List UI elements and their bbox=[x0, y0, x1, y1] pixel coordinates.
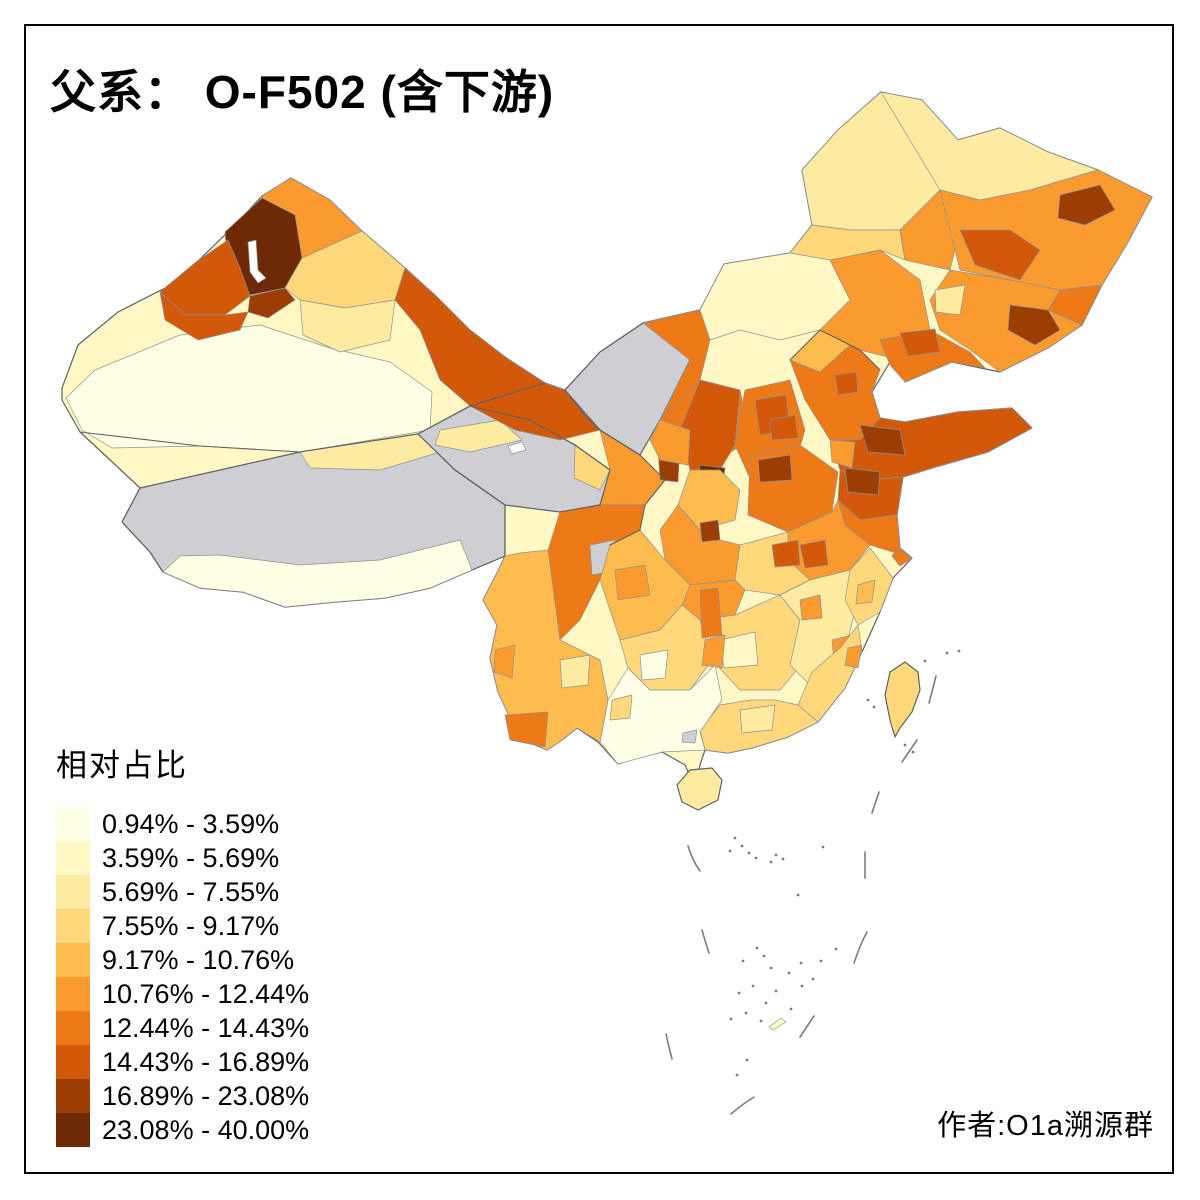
map-region-yunnan-west bbox=[493, 644, 516, 679]
map-region-nine-dash-7 bbox=[665, 1033, 673, 1060]
legend-swatch-class-2 bbox=[56, 841, 90, 875]
map-region-quanzhou-orange bbox=[844, 644, 863, 669]
map-region-shandong-dark bbox=[859, 424, 906, 456]
map-region-nine-dash-9 bbox=[928, 675, 937, 704]
legend: 相对占比 0.94% - 3.59% 3.59% - 5.69% 5.69% - 7… bbox=[56, 740, 309, 1147]
map-region-zhejiang-orange bbox=[855, 579, 876, 605]
map-region-yanbian-dark bbox=[1007, 304, 1061, 346]
legend-swatch-class-1 bbox=[56, 807, 90, 841]
map-region-hubei-dark bbox=[771, 539, 801, 568]
map-region-hanzhong-dark bbox=[699, 519, 721, 543]
map-region-nine-dash-5 bbox=[853, 931, 868, 964]
map-region-shanghai bbox=[891, 547, 913, 567]
legend-item: 12.44% - 14.43% bbox=[56, 1011, 309, 1045]
legend-title: 相对占比 bbox=[56, 748, 188, 783]
legend-swatch-class-9 bbox=[56, 1079, 90, 1113]
legend-item: 9.17% - 10.76% bbox=[56, 943, 309, 977]
map-region-xiangxi-orange bbox=[699, 587, 723, 639]
map-region-henan-dark bbox=[757, 454, 793, 483]
map-region-south-shanxi-dark bbox=[769, 414, 799, 441]
map-region-south-sea-islet-sliver bbox=[768, 1017, 787, 1031]
legend-swatch-class-6 bbox=[56, 977, 90, 1011]
legend-label: 5.69% - 7.55% bbox=[102, 877, 280, 907]
map-region-qaidam-pale bbox=[434, 419, 523, 453]
legend-label: 10.76% - 12.44% bbox=[102, 979, 310, 1009]
legend-item: 0.94% - 3.59% bbox=[56, 807, 309, 841]
map-region-nine-dash-2 bbox=[687, 845, 701, 872]
legend-label: 16.89% - 23.08% bbox=[102, 1081, 310, 1111]
legend-item: 10.76% - 12.44% bbox=[56, 977, 309, 1011]
map-region-jilin-west-pale bbox=[934, 284, 966, 316]
legend-swatch-class-5 bbox=[56, 943, 90, 977]
legend-label: 0.94% - 3.59% bbox=[102, 809, 280, 839]
map-region-shandong-west bbox=[829, 439, 856, 469]
map-region-south-sea-islets bbox=[728, 649, 961, 1077]
attribution: 作者:O1a溯源群 bbox=[937, 1110, 1154, 1142]
legend-item: 5.69% - 7.55% bbox=[56, 875, 309, 909]
legend-label: 14.43% - 16.89% bbox=[102, 1047, 310, 1077]
legend-item: 14.43% - 16.89% bbox=[56, 1045, 309, 1079]
map-region-province-border-accent-4 bbox=[564, 389, 666, 546]
legend-item: 3.59% - 5.69% bbox=[56, 841, 309, 875]
map-title: 父系： O-F502 (含下游) bbox=[50, 66, 555, 118]
legend-rows: 0.94% - 3.59% 3.59% - 5.69% 5.69% - 7.55% 7… bbox=[56, 807, 309, 1147]
legend-swatch-class-3 bbox=[56, 875, 90, 909]
map-region-ningxia bbox=[649, 419, 691, 466]
map-region-jiangxi-orange-1 bbox=[799, 594, 823, 621]
map-region-province-border-accent-3 bbox=[469, 405, 611, 513]
map-region-nine-dash-10 bbox=[901, 739, 918, 763]
map-region-beijing bbox=[834, 371, 859, 396]
map-region-nine-dash-8 bbox=[730, 1096, 755, 1115]
map-region-guizhou-pale bbox=[639, 649, 669, 681]
map-region-qinghai-lake bbox=[507, 441, 527, 455]
legend-swatch-class-8 bbox=[56, 1045, 90, 1079]
map-region-nine-dash-4 bbox=[701, 929, 710, 954]
map-region-turpan bbox=[299, 299, 396, 353]
legend-swatch-class-10 bbox=[56, 1113, 90, 1147]
legend-item: 7.55% - 9.17% bbox=[56, 909, 309, 943]
map-region-liaoning-north-dark bbox=[899, 328, 941, 357]
map-region-province-border-accent-5 bbox=[789, 329, 881, 371]
map-region-jilin bbox=[929, 269, 1083, 373]
legend-label: 12.44% - 14.43% bbox=[102, 1013, 310, 1043]
map-region-sayram-lake bbox=[247, 239, 267, 284]
map-region-jiangsu-dark bbox=[844, 467, 881, 496]
map-region-chengdu bbox=[614, 564, 651, 601]
map-region-yunnan-pale-patch bbox=[559, 654, 591, 689]
map-region-hulunbuir-south bbox=[789, 224, 906, 261]
map-region-jiamusi-dark bbox=[1057, 184, 1116, 226]
map-region-nine-dash-6 bbox=[799, 1015, 815, 1038]
legend-item: 23.08% - 40.00% bbox=[56, 1113, 309, 1147]
legend-label: 3.59% - 5.69% bbox=[102, 843, 280, 873]
map-region-tibet-south-strip bbox=[162, 539, 473, 608]
map-region-yunnan-south bbox=[504, 711, 549, 748]
map-region-ili-west bbox=[159, 291, 249, 341]
map-region-bole-small bbox=[247, 287, 296, 319]
legend-label: 23.08% - 40.00% bbox=[102, 1115, 310, 1145]
legend-swatch-class-4 bbox=[56, 909, 90, 943]
map-region-anhui-dark bbox=[799, 539, 829, 569]
map-region-harbin-suihua bbox=[959, 229, 1041, 281]
map-region-province-border-accent-2 bbox=[417, 433, 506, 557]
legend-label: 7.55% - 9.17% bbox=[102, 911, 280, 941]
map-region-guangdong-pale bbox=[739, 704, 776, 734]
legend-swatch-class-7 bbox=[56, 1011, 90, 1045]
map-region-hainan bbox=[676, 767, 723, 811]
legend-label: 9.17% - 10.76% bbox=[102, 945, 295, 975]
legend-item: 16.89% - 23.08% bbox=[56, 1079, 309, 1113]
map-region-guilin-strip bbox=[701, 634, 726, 669]
map-region-nine-dash-1 bbox=[871, 791, 880, 814]
map-region-taiwan bbox=[884, 661, 921, 738]
map-region-guangxi-gray-spot bbox=[681, 729, 698, 744]
map-region-province-border-accent-1 bbox=[79, 382, 546, 453]
map-region-guangxi-west-patch bbox=[609, 694, 633, 721]
